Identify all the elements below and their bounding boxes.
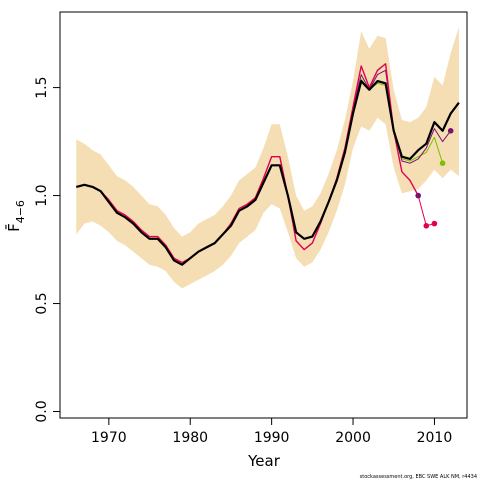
footnote: stockassessment.org, EBC SWE ALK NM, r44… (360, 474, 477, 480)
endpoint-markers-layer (415, 128, 454, 229)
y-tick-label: 0.5 (34, 292, 50, 314)
x-axis-label: Year (247, 452, 281, 470)
y-axis-label-subscript: 4−6 (14, 200, 27, 223)
series-line-1 (76, 63, 419, 264)
endpoint-marker-0 (415, 192, 422, 199)
y-axis-label-main: F̄ (4, 223, 23, 232)
series-layer (76, 63, 460, 266)
endpoint-marker-4 (447, 128, 454, 134)
y-tick-label: 1.5 (34, 76, 50, 98)
y-tick-label: 1.0 (34, 184, 50, 206)
confidence-band (76, 27, 459, 289)
confidence-band-layer (76, 27, 459, 289)
series-line-0 (76, 79, 460, 266)
y-tick-label: 0.0 (34, 400, 50, 422)
x-tick-label: 2010 (417, 430, 453, 446)
x-tick-label: 1980 (172, 430, 208, 446)
y-axis-label: F̄4−6 (4, 200, 27, 232)
x-tick-label: 1970 (91, 430, 127, 446)
endpoint-marker-3 (439, 160, 446, 166)
endpoint-marker-1 (423, 223, 430, 229)
y-axis: 0.0 0.5 1.0 1.5 (34, 76, 60, 423)
plot-frame (59, 11, 468, 419)
x-tick-label: 1990 (254, 430, 290, 446)
series-line-2 (417, 195, 435, 227)
endpoint-marker-2 (431, 220, 438, 227)
x-tick-label: 2000 (335, 430, 371, 446)
x-axis: 1970 1980 1990 2000 2010 (91, 418, 452, 446)
